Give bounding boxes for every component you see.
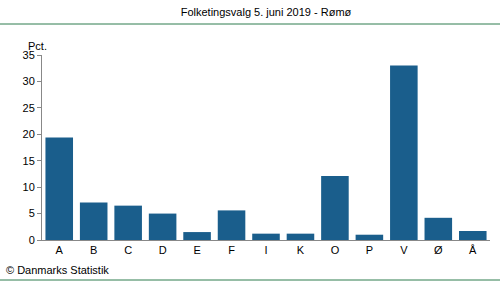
svg-text:25: 25	[23, 102, 35, 114]
svg-text:Folketingsvalg 5. juni 2019 -: Folketingsvalg 5. juni 2019 - Rømø	[181, 6, 352, 18]
svg-text:Pct.: Pct.	[28, 40, 47, 52]
svg-text:15: 15	[23, 155, 35, 167]
svg-text:K: K	[297, 244, 305, 256]
svg-text:Ø: Ø	[434, 244, 443, 256]
svg-text:O: O	[331, 244, 340, 256]
svg-text:V: V	[400, 244, 408, 256]
svg-text:20: 20	[23, 128, 35, 140]
svg-text:© Danmarks Statistik: © Danmarks Statistik	[6, 264, 109, 276]
svg-text:D: D	[159, 244, 167, 256]
svg-text:A: A	[56, 244, 64, 256]
svg-text:10: 10	[23, 181, 35, 193]
svg-text:I: I	[264, 244, 267, 256]
svg-text:P: P	[366, 244, 373, 256]
svg-text:C: C	[124, 244, 132, 256]
svg-text:B: B	[90, 244, 97, 256]
svg-text:30: 30	[23, 75, 35, 87]
svg-text:F: F	[228, 244, 235, 256]
svg-text:E: E	[193, 244, 200, 256]
svg-text:35: 35	[23, 49, 35, 61]
svg-text:0: 0	[29, 234, 35, 246]
svg-text:Å: Å	[469, 244, 477, 256]
svg-text:5: 5	[29, 207, 35, 219]
